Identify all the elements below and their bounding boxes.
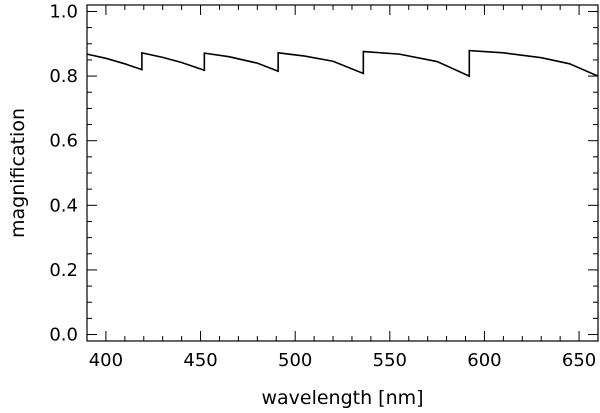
axis-ticks [86, 5, 599, 341]
axis-tick-labels: 400 450 500 550 600 650 0.0 0.2 0.4 0.6 0.8 1.0 [49, 1, 596, 371]
series-line [86, 49, 599, 78]
x-tick-label: 600 [467, 350, 501, 371]
y-tick-label: 0.4 [49, 195, 78, 216]
y-tick-label: 0.0 [49, 325, 78, 346]
y-tick-label: 1.0 [49, 1, 78, 22]
x-axis-label: wavelength [nm] [261, 387, 423, 409]
y-tick-label: 0.6 [49, 131, 78, 152]
x-tick-label: 500 [278, 350, 312, 371]
x-tick-label: 400 [89, 350, 123, 371]
y-axis-label: magnification [7, 108, 29, 238]
y-tick-label: 0.2 [49, 260, 78, 281]
x-tick-label: 450 [183, 350, 217, 371]
x-tick-label: 550 [373, 350, 407, 371]
x-tick-label: 650 [562, 350, 596, 371]
y-tick-label: 0.8 [49, 66, 78, 87]
